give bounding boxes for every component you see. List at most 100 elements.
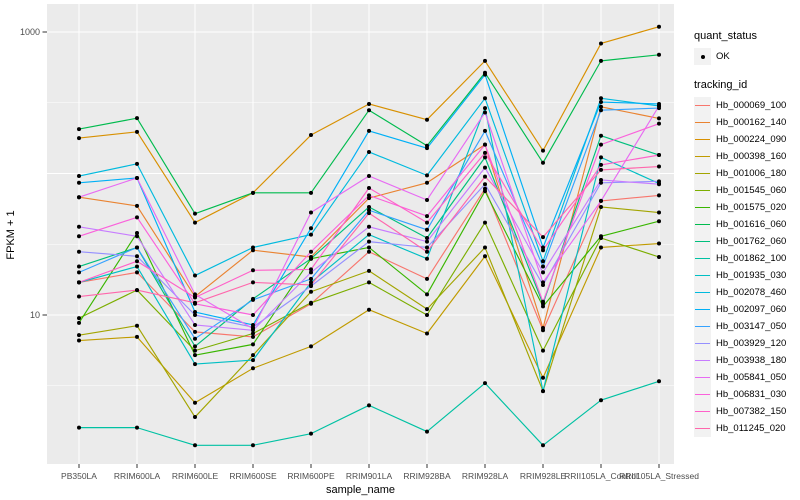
data-point bbox=[309, 431, 313, 436]
data-point bbox=[599, 167, 603, 172]
data-point bbox=[251, 443, 255, 448]
data-point bbox=[483, 189, 487, 194]
data-point bbox=[657, 379, 661, 384]
tracking-id-legend-items: Hb_000069_100 Hb_000162_140 Hb_000224_090 H… bbox=[694, 97, 800, 437]
data-point bbox=[135, 129, 139, 134]
data-point bbox=[309, 276, 313, 281]
legend-item-label: Hb_002097_060 bbox=[716, 304, 787, 315]
data-point bbox=[309, 289, 313, 294]
data-point bbox=[135, 161, 139, 166]
legend-item-Hb_001545_060: Hb_001545_060 bbox=[694, 182, 800, 199]
data-point bbox=[193, 400, 197, 405]
legend-item-label: Hb_000162_140 bbox=[716, 117, 787, 128]
data-point bbox=[135, 245, 139, 250]
data-point bbox=[483, 72, 487, 77]
data-point bbox=[599, 245, 603, 250]
series-color-key-icon bbox=[694, 301, 711, 318]
legend-item-label: Hb_011245_020 bbox=[716, 423, 786, 434]
data-point bbox=[599, 162, 603, 167]
data-point bbox=[483, 182, 487, 187]
y-tick-label-10: 10 bbox=[29, 310, 40, 320]
data-point bbox=[541, 160, 545, 165]
legend-item-Hb_000069_100: Hb_000069_100 bbox=[694, 97, 800, 114]
legend-item-Hb_002078_460: Hb_002078_460 bbox=[694, 284, 800, 301]
data-point bbox=[77, 224, 81, 229]
series-color-key-icon bbox=[694, 97, 711, 114]
data-point bbox=[599, 198, 603, 203]
data-point bbox=[425, 173, 429, 178]
data-point bbox=[193, 273, 197, 278]
data-point bbox=[193, 211, 197, 216]
ok-point-key-icon bbox=[694, 48, 711, 65]
legend-item-Hb_000224_090: Hb_000224_090 bbox=[694, 131, 800, 148]
data-point bbox=[77, 264, 81, 269]
data-point bbox=[193, 329, 197, 334]
data-point bbox=[483, 174, 487, 179]
data-point bbox=[425, 313, 429, 317]
data-point bbox=[541, 299, 545, 304]
data-point bbox=[599, 104, 603, 109]
data-point bbox=[193, 348, 197, 353]
data-point bbox=[367, 149, 371, 154]
data-point bbox=[135, 230, 139, 235]
legend-item-label: Hb_001545_060 bbox=[716, 185, 787, 196]
data-point bbox=[599, 41, 603, 46]
legend-item-label: Hb_007382_150 bbox=[716, 406, 787, 417]
legend-item-label: Hb_003938_180 bbox=[716, 355, 787, 366]
legend-item-label: Hb_001616_060 bbox=[716, 219, 787, 230]
legend-item-label: Hb_003147_050 bbox=[716, 321, 787, 332]
data-point bbox=[541, 264, 545, 269]
data-point bbox=[77, 180, 81, 185]
x-tick-label-RRIM928LA: RRIM928LA bbox=[461, 471, 509, 481]
series-color-key-icon bbox=[694, 403, 711, 420]
data-point bbox=[251, 268, 255, 273]
data-point bbox=[135, 264, 139, 269]
data-point bbox=[251, 331, 255, 336]
legend-item-label: Hb_001935_030 bbox=[716, 270, 787, 281]
data-point bbox=[135, 234, 139, 239]
legend-item-label: Hb_003929_120 bbox=[716, 338, 787, 349]
data-point bbox=[657, 153, 661, 158]
legend-item-Hb_001935_030: Hb_001935_030 bbox=[694, 267, 800, 284]
data-point bbox=[483, 381, 487, 386]
series-color-key-icon bbox=[694, 352, 711, 369]
data-point bbox=[657, 121, 661, 126]
data-point bbox=[135, 254, 139, 259]
x-tick-label-RRIM600SE: RRIM600SE bbox=[229, 471, 277, 481]
legend-item-ok: OK bbox=[694, 48, 800, 65]
legend-item-Hb_001762_060: Hb_001762_060 bbox=[694, 233, 800, 250]
data-point bbox=[425, 249, 429, 254]
data-point bbox=[77, 338, 81, 343]
series-color-key-icon bbox=[694, 131, 711, 148]
data-point bbox=[367, 174, 371, 179]
data-point bbox=[425, 146, 429, 151]
data-point bbox=[541, 443, 545, 448]
data-point bbox=[367, 211, 371, 216]
data-point bbox=[657, 241, 661, 246]
data-point bbox=[425, 245, 429, 250]
data-point bbox=[425, 429, 429, 434]
series-color-key-icon bbox=[694, 335, 711, 352]
legend-item-Hb_003147_050: Hb_003147_050 bbox=[694, 318, 800, 335]
data-point bbox=[309, 232, 313, 237]
legend-item-Hb_006831_030: Hb_006831_030 bbox=[694, 386, 800, 403]
data-point bbox=[77, 195, 81, 200]
data-point bbox=[309, 344, 313, 349]
data-point bbox=[425, 236, 429, 241]
data-point bbox=[541, 389, 545, 394]
legend-item-Hb_005841_050: Hb_005841_050 bbox=[694, 369, 800, 386]
data-point bbox=[193, 344, 197, 349]
series-color-key-icon bbox=[694, 199, 711, 216]
data-point bbox=[657, 24, 661, 29]
data-point bbox=[251, 326, 255, 331]
data-point bbox=[541, 270, 545, 275]
data-point bbox=[425, 197, 429, 202]
data-point bbox=[657, 193, 661, 198]
data-point bbox=[251, 245, 255, 250]
data-point bbox=[541, 375, 545, 380]
data-point bbox=[367, 280, 371, 285]
data-point bbox=[135, 175, 139, 180]
data-point bbox=[367, 208, 371, 213]
data-point bbox=[193, 295, 197, 300]
legend-item-Hb_000162_140: Hb_000162_140 bbox=[694, 114, 800, 131]
